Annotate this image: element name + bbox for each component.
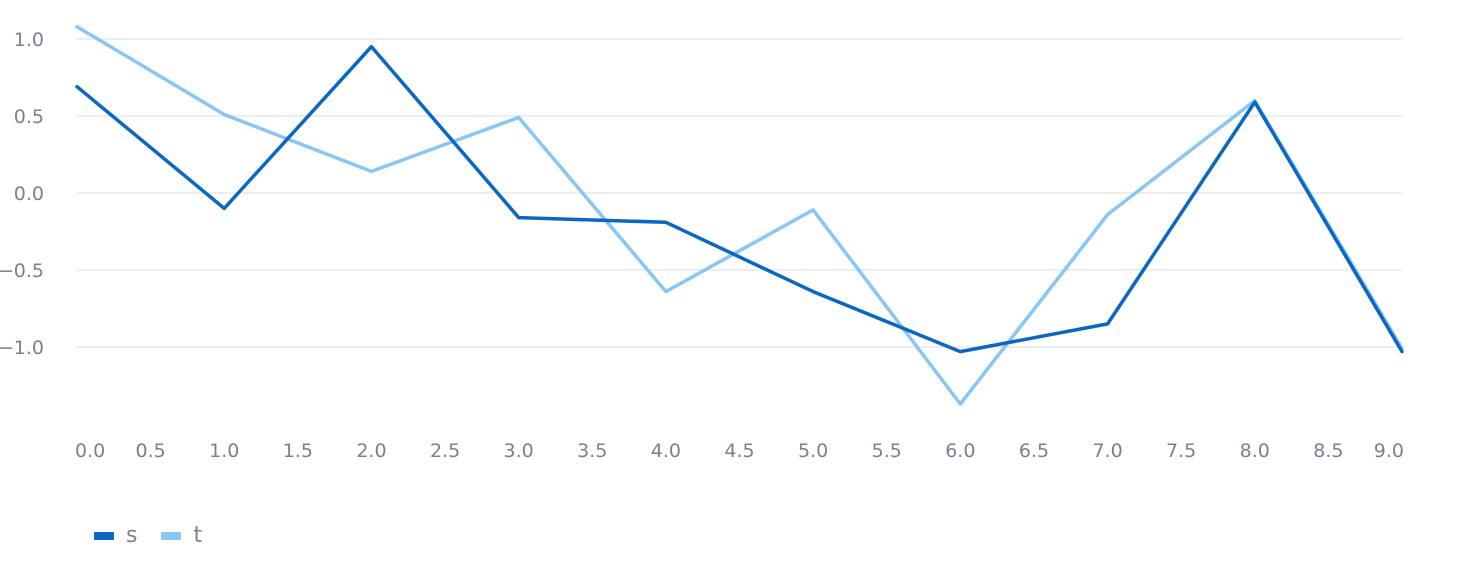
line-chart: 1.0 0.5 0.0 −0.5 −1.0 0.0 0.5 1.0 1.5 2.0 2.5 3.0 3…: [0, 24, 1404, 462]
x-tick-label-3: 1.5: [283, 440, 313, 462]
x-tick-label-2: 1.0: [209, 440, 239, 462]
x-tick-label-6: 3.0: [504, 440, 534, 462]
x-tick-label-7: 3.5: [577, 440, 607, 462]
legend-item-s[interactable]: s: [94, 521, 137, 551]
x-axis-ticks: 0.0 0.5 1.0 1.5 2.0 2.5 3.0 3.5 4.0 4.5 5.0 5.5 6.0 6…: [75, 440, 1404, 462]
legend-label-t: t: [193, 523, 203, 548]
legend-label-s: s: [126, 523, 138, 548]
x-tick-label-5: 2.5: [430, 440, 460, 462]
x-tick-label-14: 7.0: [1092, 440, 1122, 462]
x-tick-label-9: 4.5: [724, 440, 754, 462]
x-tick-label-15: 7.5: [1166, 440, 1196, 462]
x-tick-label-8: 4.0: [651, 440, 681, 462]
x-tick-label-4: 2.0: [356, 440, 386, 462]
x-tick-label-11: 5.5: [872, 440, 902, 462]
legend-swatch-s: [94, 532, 114, 540]
x-tick-label-12: 6.0: [945, 440, 975, 462]
x-tick-label-13: 6.5: [1019, 440, 1049, 462]
y-tick-label-1: 0.5: [14, 106, 44, 128]
series-lines: [75, 24, 1404, 406]
x-tick-label-17: 8.5: [1313, 440, 1343, 462]
gridlines: [77, 38, 1402, 348]
y-axis-ticks: 1.0 0.5 0.0 −0.5 −1.0: [0, 29, 44, 359]
x-tick-label-18: 9.0: [1374, 440, 1404, 462]
x-tick-label-1: 0.5: [136, 440, 166, 462]
y-tick-label-2: 0.0: [14, 183, 44, 205]
x-tick-label-10: 5.0: [798, 440, 828, 462]
series-line-s: [75, 44, 1404, 354]
y-tick-label-4: −1.0: [0, 337, 44, 359]
x-tick-label-0: 0.0: [75, 440, 105, 462]
series-line-t: [75, 24, 1404, 406]
x-tick-label-16: 8.0: [1240, 440, 1270, 462]
y-tick-label-3: −0.5: [0, 260, 44, 282]
legend-swatch-t: [161, 532, 182, 540]
legend-item-t[interactable]: t: [161, 521, 202, 551]
legend: s t: [94, 521, 226, 551]
y-tick-label-0: 1.0: [14, 29, 44, 51]
